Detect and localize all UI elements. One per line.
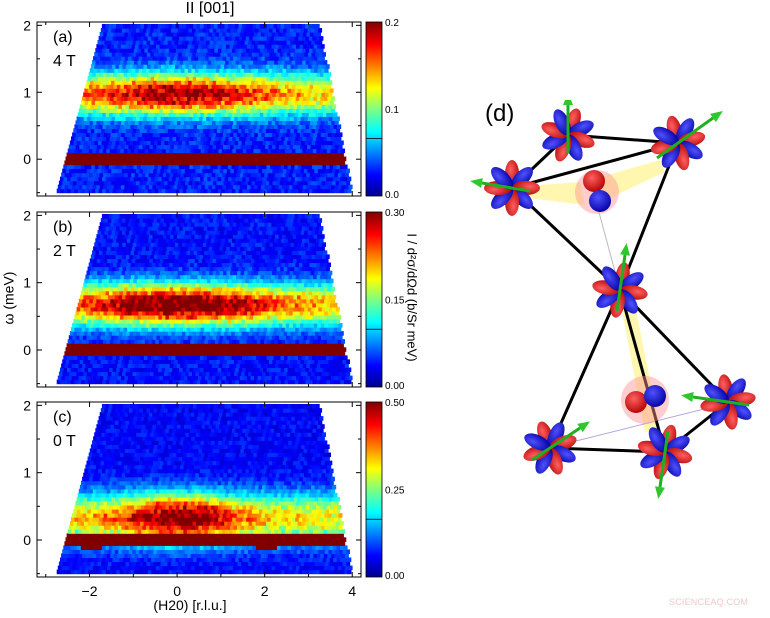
y-tick-label: 2 <box>23 207 31 223</box>
spin-arrow <box>531 426 581 462</box>
colorbar-tick-label: 0.2 <box>385 18 399 29</box>
colorbar-tick-label: 0.50 <box>385 398 405 409</box>
colorbar-tick-label: 0.00 <box>385 571 405 582</box>
spin-arrowhead-icon <box>655 486 665 499</box>
colorbar-tick-label: 0.30 <box>385 208 405 219</box>
panel-field: 0 T <box>53 433 76 450</box>
y-tick-label: 0 <box>23 151 31 167</box>
spin-arrowhead-icon <box>577 421 590 433</box>
colorbar <box>365 211 383 388</box>
panel-field: 4 T <box>53 53 76 70</box>
colorbar-tick-label: 0.25 <box>385 486 405 497</box>
y-tick-label: 1 <box>23 84 31 100</box>
spin-arrowhead-icon <box>620 243 630 256</box>
spin-arrowhead-icon <box>681 392 694 402</box>
spin-arrow <box>692 395 750 407</box>
orbital-site <box>637 424 693 480</box>
panel-letter: (a) <box>53 29 73 46</box>
panel-letter: (b) <box>53 219 73 236</box>
figure-title: II [001] <box>185 0 235 17</box>
y-tick-label: 2 <box>23 397 31 413</box>
colorbar <box>365 401 383 578</box>
y-tick-label: 2 <box>23 17 31 33</box>
y-tick-label: 0 <box>23 532 31 548</box>
spin-arrowhead-icon <box>710 111 723 123</box>
y-tick-label: 0 <box>23 342 31 358</box>
colorbar-tick-label: 0.0 <box>385 190 399 201</box>
x-tick-label: −2 <box>82 583 98 599</box>
x-tick-label: 2 <box>261 583 269 599</box>
orbital-site <box>650 115 706 171</box>
spin-arrow <box>656 116 714 160</box>
pyrochlore-tetrahedra-diagram <box>470 100 756 499</box>
y-tick-label: 1 <box>23 275 31 291</box>
diagram-label: (d) <box>485 100 515 127</box>
colorbar-tick-label: 0.1 <box>385 105 399 116</box>
panel-field: 2 T <box>53 243 76 260</box>
panel-a-4T: 0 1 2 0.2 0.1 0.0 (a) 4 T <box>23 17 399 201</box>
colorbar-tick-label: 0.00 <box>385 381 405 392</box>
y-tick-label: 1 <box>23 465 31 481</box>
x-axis-label: (H20) [r.l.u.] <box>153 597 227 613</box>
spin-arrow <box>658 430 670 488</box>
spin-arrow <box>615 254 627 312</box>
colorbar <box>365 21 383 197</box>
panel-c-0T: 0 1 2 −2 0 2 4 0.50 0.25 0.00 (c) 0 T <box>23 397 405 599</box>
watermark: SCIENCEAQ.COM <box>669 597 749 607</box>
panel-letter: (c) <box>53 409 72 426</box>
heatmap-panels: 0 1 2 0.2 0.1 0.0 (a) 4 T 0 1 2 0.30 0.15 0.00 (b) 2 T… <box>23 17 405 599</box>
x-tick-label: 0 <box>173 583 181 599</box>
panel-b-2T: 0 1 2 0.30 0.15 0.00 (b) 2 T <box>23 207 405 392</box>
spin-arrow <box>481 181 531 193</box>
x-tick-label: 4 <box>348 583 356 599</box>
spin-arrowhead-icon <box>470 178 483 188</box>
colorbar-tick-label: 0.15 <box>385 296 405 307</box>
spin-arrowhead-icon <box>563 100 573 105</box>
